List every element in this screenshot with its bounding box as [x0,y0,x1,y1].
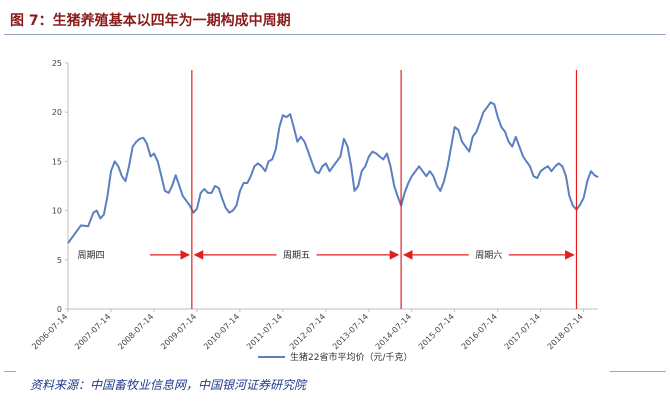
x-tick-label: 2008-07-14 [116,312,155,351]
y-tick-label: 15 [52,157,62,166]
series-line [67,101,599,244]
y-tick-label: 10 [52,207,62,216]
title-divider [4,34,666,35]
legend-label: 生猪22省市平均价（元/千克） [290,351,413,363]
footer-divider-left [4,371,16,372]
y-tick-label: 5 [57,256,62,265]
x-tick-label: 2012-07-14 [288,312,327,351]
y-tick-label: 25 [52,59,62,68]
x-tick-label: 2014-07-14 [374,312,413,351]
x-tick-label: 2018-07-14 [546,312,585,351]
footer-divider-right [610,371,666,372]
x-tick-label: 2011-07-14 [245,312,284,351]
y-tick-label: 0 [57,305,62,314]
x-tick-label: 2016-07-14 [460,312,499,351]
x-tick-label: 2007-07-14 [73,312,112,351]
cycle-label: 周期六 [475,249,502,261]
figure-title: 图 7：生猪养殖基本以四年为一期构成中周期 [10,13,291,29]
x-tick-label: 2009-07-14 [159,312,198,351]
cycle-label: 周期五 [283,250,310,261]
x-tick-label: 2010-07-14 [202,312,241,351]
source-note: 资料来源：中国畜牧业信息网，中国银河证券研究院 [30,378,307,392]
y-tick-label: 20 [52,108,62,117]
x-tick-label: 2015-07-14 [417,312,456,351]
cycle-label: 周期四 [77,250,104,261]
x-tick-label: 2013-07-14 [331,312,370,351]
x-tick-label: 2017-07-14 [503,312,542,351]
x-tick-label: 2006-07-14 [30,312,69,351]
